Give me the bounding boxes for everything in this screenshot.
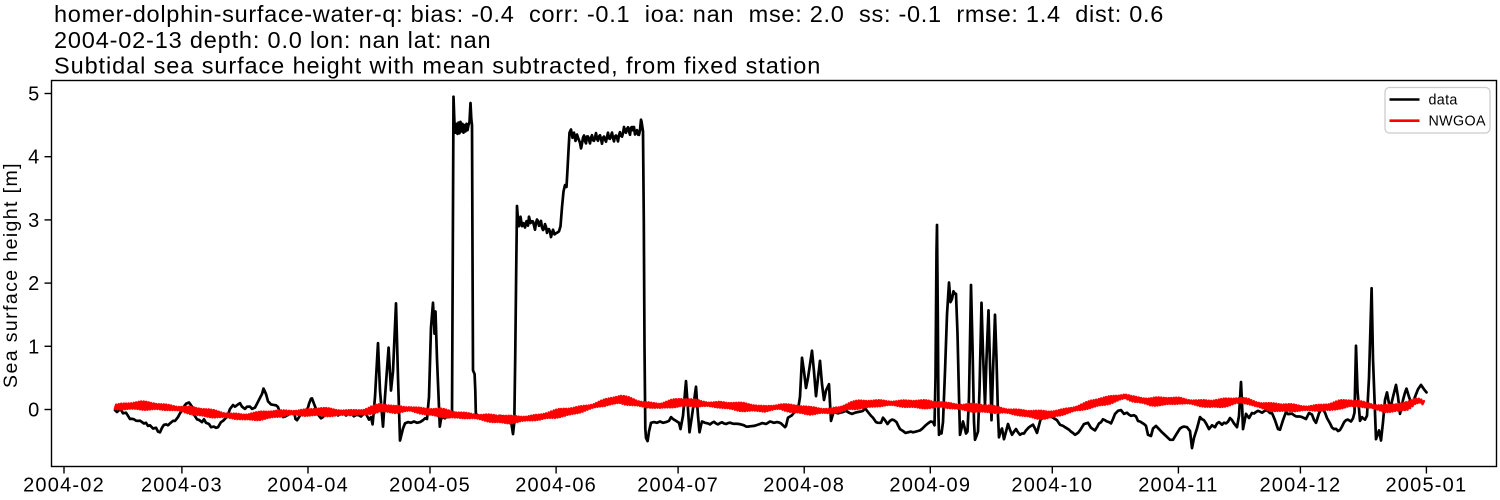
svg-text:2004-11: 2004-11	[1138, 475, 1218, 497]
svg-text:1: 1	[28, 336, 40, 358]
svg-text:2004-02-13 depth: 0.0 lon: nan: 2004-02-13 depth: 0.0 lon: nan lat: nan	[54, 27, 491, 53]
svg-text:data: data	[1429, 92, 1458, 108]
svg-text:3: 3	[28, 210, 40, 232]
svg-text:2004-06: 2004-06	[515, 475, 597, 497]
svg-text:Subtidal sea surface height wi: Subtidal sea surface height with mean su…	[54, 53, 821, 79]
svg-text:2004-02: 2004-02	[23, 475, 105, 497]
svg-text:2005-01: 2005-01	[1385, 475, 1467, 497]
svg-text:Sea surface height [m]: Sea surface height [m]	[0, 162, 22, 388]
svg-text:2004-05: 2004-05	[389, 475, 471, 497]
svg-text:2004-03: 2004-03	[141, 475, 223, 497]
svg-text:2004-10: 2004-10	[1011, 475, 1093, 497]
svg-text:4: 4	[28, 147, 40, 169]
svg-text:NWGOA: NWGOA	[1429, 114, 1486, 130]
svg-text:0: 0	[28, 400, 40, 422]
svg-text:2004-12: 2004-12	[1259, 475, 1341, 497]
svg-text:homer-dolphin-surface-water-q:: homer-dolphin-surface-water-q: bias: -0.…	[54, 1, 1164, 27]
svg-text:2004-04: 2004-04	[267, 475, 349, 497]
svg-text:2004-08: 2004-08	[763, 475, 845, 497]
svg-text:2004-09: 2004-09	[889, 475, 971, 497]
svg-text:2: 2	[28, 273, 40, 295]
svg-text:5: 5	[28, 84, 40, 106]
svg-text:2004-07: 2004-07	[637, 475, 719, 497]
